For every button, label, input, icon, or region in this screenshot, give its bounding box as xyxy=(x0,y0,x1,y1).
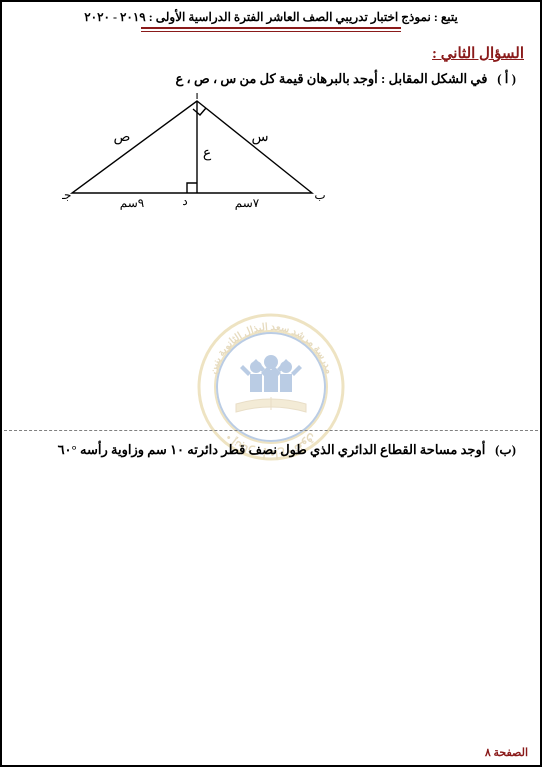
header-underline-1 xyxy=(141,27,401,29)
part-a-text: في الشكل المقابل : أوجد بالبرهان قيمة كل… xyxy=(176,71,488,86)
svg-text:ب: ب xyxy=(314,188,325,202)
svg-text:د: د xyxy=(182,194,187,208)
part-b-label: (ب) xyxy=(495,442,516,457)
question-2-part-b: (ب) أوجد مساحة القطاع الدائري الذي طول ن… xyxy=(2,442,540,458)
triangle-diagram: س ص ع ٧سم ٩سم أ ب جـ د xyxy=(2,87,540,218)
question-2-part-a: ( أ ) في الشكل المقابل : أوجد بالبرهان ق… xyxy=(2,67,540,87)
svg-text:٧سم: ٧سم xyxy=(235,196,260,210)
svg-text:٩سم: ٩سم xyxy=(120,196,145,210)
svg-text:ع: ع xyxy=(203,146,212,161)
page-frame: يتبع : نموذج اختبار تدريبي الصف العاشر ا… xyxy=(0,0,542,767)
header-text: يتبع : نموذج اختبار تدريبي الصف العاشر ا… xyxy=(84,10,458,24)
part-b-text: أوجد مساحة القطاع الدائري الذي طول نصف ق… xyxy=(58,442,486,457)
svg-text:جـ: جـ xyxy=(62,188,71,202)
svg-text:أ: أ xyxy=(195,93,198,102)
svg-text:س: س xyxy=(251,130,268,145)
section-divider xyxy=(4,430,538,431)
question-2-title: السؤال الثاني : xyxy=(2,36,540,67)
svg-text:ص: ص xyxy=(114,130,131,145)
part-a-label: ( أ ) xyxy=(497,71,516,86)
header-underline-2 xyxy=(141,31,401,32)
page-header: يتبع : نموذج اختبار تدريبي الصف العاشر ا… xyxy=(2,2,540,36)
page-footer: الصفحة ٨ xyxy=(485,746,528,759)
svg-text:مدرسة مرشد سعد البذال الثانوية: مدرسة مرشد سعد البذال الثانوية بنين xyxy=(208,322,335,375)
